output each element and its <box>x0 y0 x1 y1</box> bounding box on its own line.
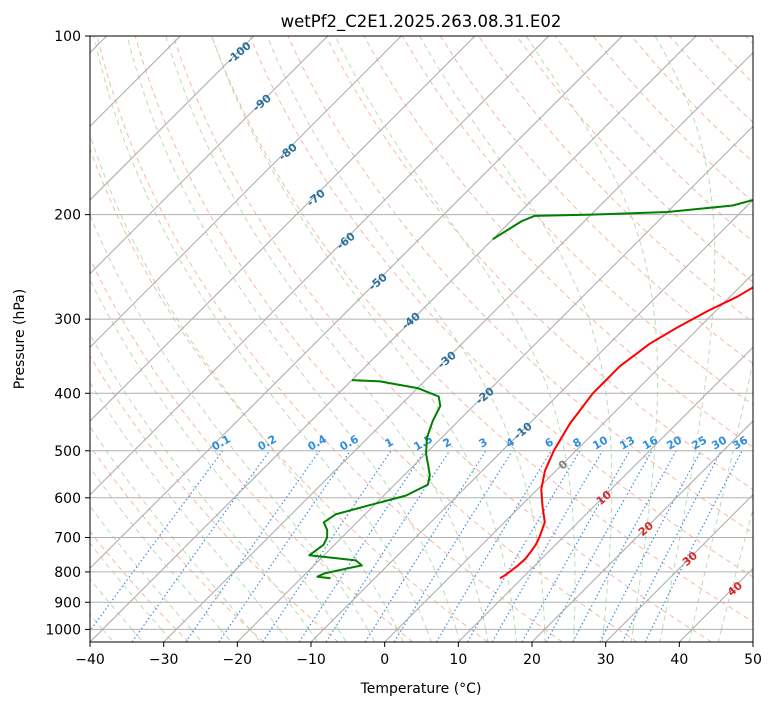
dry-adiabat <box>90 354 339 642</box>
moist-adiabat <box>266 36 546 642</box>
dry-adiabat <box>172 36 712 642</box>
dry-adiabat <box>90 147 488 642</box>
y-tick-label: 600 <box>54 491 81 507</box>
mixing-ratio-line <box>218 450 351 642</box>
mixing-ratio-line <box>298 450 426 642</box>
x-tick-label: −10 <box>296 652 326 668</box>
mixing-ratio-line <box>364 450 487 642</box>
mixing-ratio-line <box>545 450 653 642</box>
dry-adiabat <box>96 36 563 642</box>
dewpoint-line <box>308 379 442 580</box>
moist-adiabat <box>525 36 659 642</box>
mixing-ratio-line <box>262 450 392 642</box>
x-tick-label: 50 <box>744 652 762 668</box>
mixing-ratio-line <box>131 450 271 642</box>
isotherms <box>90 36 753 642</box>
isotherm <box>90 36 329 275</box>
moist-adiabat <box>90 278 347 642</box>
moist-adiabat <box>717 507 753 642</box>
isotherm <box>90 36 402 349</box>
moist-adiabat <box>90 542 173 642</box>
chart-title: wetPf2_C2E1.2025.263.08.31.E02 <box>281 12 562 32</box>
profile-series <box>308 198 753 580</box>
dry-adiabat <box>90 444 264 642</box>
dry-adiabats <box>90 36 753 642</box>
isotherm <box>236 125 753 642</box>
x-tick-label: −40 <box>75 652 105 668</box>
x-tick-label: −30 <box>149 652 179 668</box>
moist-adiabat <box>90 613 114 642</box>
x-tick-label: −20 <box>223 652 253 668</box>
mixing-ratio-line <box>572 450 677 642</box>
y-tick-label: 200 <box>54 208 81 224</box>
isotherm <box>605 493 753 642</box>
y-tick-label: 300 <box>54 312 81 328</box>
isotherm <box>90 36 697 642</box>
plot-frame <box>89 35 754 643</box>
isotherm <box>90 36 550 496</box>
moist-adiabat <box>654 36 716 642</box>
moist-adiabat <box>90 578 144 642</box>
moist-adiabat <box>93 36 432 642</box>
x-tick-label: 10 <box>449 652 467 668</box>
x-tick-label: 40 <box>670 652 688 668</box>
mixing-ratio-line <box>644 450 743 642</box>
moist-adiabat <box>688 360 753 642</box>
moist-adiabat <box>334 36 576 642</box>
mixing-ratio-line <box>185 450 321 642</box>
y-tick-label: 800 <box>54 565 81 581</box>
isotherm <box>163 51 753 642</box>
y-tick-label: 100 <box>54 29 81 45</box>
isotherm <box>531 420 753 642</box>
moist-adiabat <box>90 333 319 642</box>
dry-adiabat <box>439 36 753 365</box>
y-tick-label: 700 <box>54 531 81 547</box>
isotherm <box>457 346 753 642</box>
dry-adiabat <box>249 36 753 578</box>
x-tick-label: 30 <box>597 652 615 668</box>
dry-adiabat <box>401 36 753 406</box>
mixing-ratio-line <box>325 450 451 642</box>
isotherm <box>90 36 476 422</box>
dewpoint-upper-line <box>492 198 753 241</box>
dry-adiabat <box>134 36 638 642</box>
dry-adiabat <box>211 36 753 623</box>
isotherm <box>384 272 753 642</box>
x-tick-label: 0 <box>380 652 389 668</box>
mixing-ratio-line <box>435 450 552 642</box>
mixing-ratio-line <box>90 450 224 632</box>
x-axis-ticks: −40 −30 −20 −10 0 10 20 30 40 50 <box>75 642 762 668</box>
moist-adiabat <box>90 133 404 642</box>
moist-adiabat <box>165 36 489 642</box>
mixing-ratio-line <box>599 450 702 642</box>
y-axis-label: Pressure (hPa) <box>12 289 28 389</box>
mixing-ratio-line <box>521 450 631 642</box>
moist-adiabat <box>90 381 290 642</box>
mixing-ratio-lines <box>90 450 743 642</box>
dry-adiabat <box>90 530 190 642</box>
y-tick-label: 900 <box>54 595 81 611</box>
moist-adiabats <box>90 36 753 642</box>
y-axis-ticks: 100 200 300 400 500 600 700 800 900 1000 <box>45 29 90 638</box>
isotherm <box>90 36 255 201</box>
x-tick-label: 20 <box>523 652 541 668</box>
isobars <box>90 36 753 630</box>
moist-adiabat <box>211 36 517 642</box>
y-tick-label: 1000 <box>45 622 81 638</box>
dry-adiabat <box>516 36 753 283</box>
isotherm <box>90 36 623 570</box>
temperature-line <box>499 286 753 580</box>
moist-adiabat <box>90 425 261 642</box>
moist-adiabat <box>90 214 376 642</box>
moist-adiabat <box>90 466 232 642</box>
plot-area: 0.1 0.2 0.4 0.6 1 1.5 2 3 4 6 8 10 13 16 20 25 30 36-100-… <box>90 36 753 642</box>
isotherm <box>310 199 753 642</box>
y-tick-label: 400 <box>54 386 81 402</box>
y-tick-label: 500 <box>54 444 81 460</box>
x-axis-label: Temperature (°C) <box>360 681 482 697</box>
moist-adiabat <box>126 36 461 642</box>
moist-adiabat <box>419 36 613 642</box>
